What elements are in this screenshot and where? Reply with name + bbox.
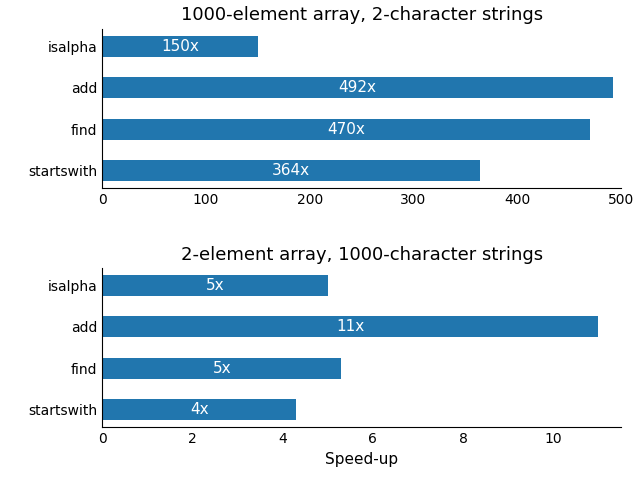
Text: 5x: 5x [212,360,231,376]
Text: 5x: 5x [206,278,225,293]
Bar [102,275,328,296]
Bar [102,77,612,98]
Text: 150x: 150x [161,39,199,54]
Text: 364x: 364x [272,163,310,178]
Bar [102,399,296,420]
Title: 2-element array, 1000-character strings: 2-element array, 1000-character strings [180,245,543,264]
Bar [102,316,598,337]
X-axis label: Speed-up: Speed-up [325,452,398,467]
Text: 492x: 492x [339,80,376,96]
Text: 11x: 11x [336,319,364,335]
Text: 4x: 4x [190,402,209,417]
Bar [102,358,341,379]
Bar [102,160,480,181]
Bar [102,36,258,57]
Bar [102,119,589,140]
Text: 470x: 470x [327,121,365,137]
Title: 1000-element array, 2-character strings: 1000-element array, 2-character strings [180,6,543,24]
